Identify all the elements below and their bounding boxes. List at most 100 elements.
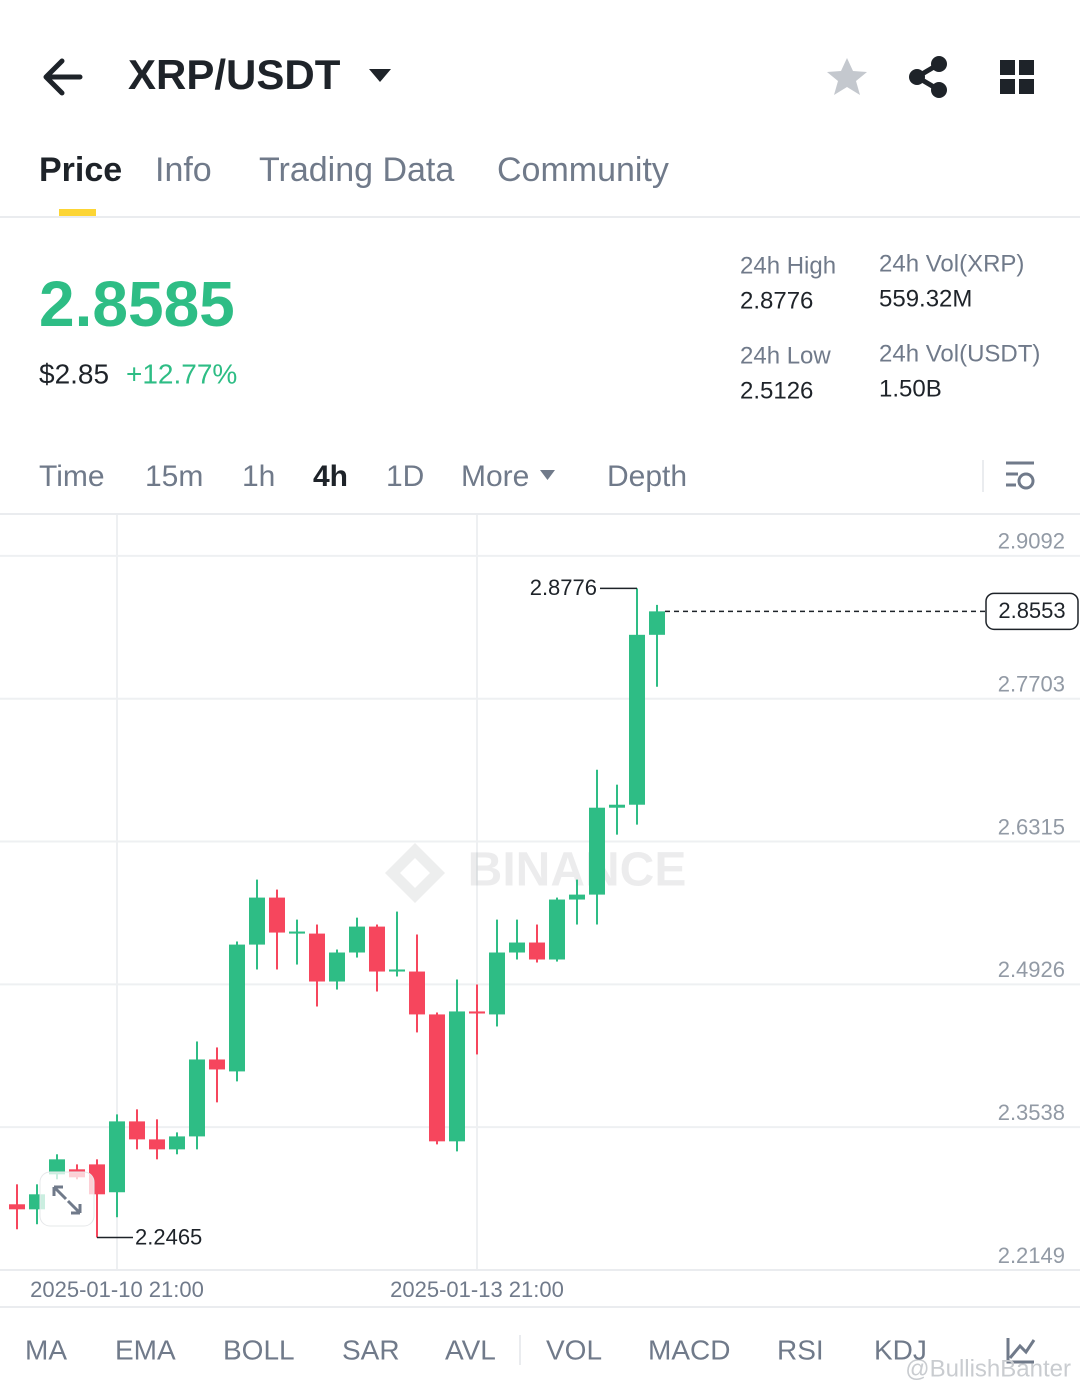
candle-body <box>569 894 585 900</box>
candle-body <box>9 1204 25 1210</box>
indicator-settings-icon[interactable] <box>1006 1338 1036 1364</box>
expand-button[interactable] <box>39 1171 95 1227</box>
candle-body <box>209 1059 225 1070</box>
candle-body <box>329 952 345 982</box>
candle-body <box>389 969 405 972</box>
tab[interactable]: Community <box>497 151 669 189</box>
candle-body <box>169 1136 185 1150</box>
more-caret[interactable] <box>540 470 555 480</box>
candle-body <box>269 897 285 933</box>
candle-body <box>369 926 385 972</box>
x-tick-label: 2025-01-13 21:00 <box>390 1277 564 1302</box>
candle-body <box>449 1011 465 1142</box>
grid-square <box>1000 79 1015 94</box>
pair-caret[interactable] <box>369 69 391 82</box>
candle-body <box>309 933 325 982</box>
candle-body <box>629 634 645 805</box>
tab-indicator <box>59 209 96 216</box>
interval-tab[interactable]: More <box>461 460 529 493</box>
watermark-logo <box>385 843 445 903</box>
share-dot <box>931 82 947 98</box>
stat-value: 1.50B <box>879 375 942 402</box>
tab[interactable]: Price <box>39 151 122 189</box>
indicator-tab[interactable]: MACD <box>648 1334 730 1365</box>
y-tick-label: 2.9092 <box>998 529 1065 554</box>
last-price: 2.8585 <box>39 268 235 340</box>
interval-tab[interactable]: Time <box>39 460 105 493</box>
x-tick-label: 2025-01-10 21:00 <box>30 1277 204 1302</box>
fiat-price: $2.85 <box>39 358 109 389</box>
y-tick-label: 2.2149 <box>998 1243 1065 1268</box>
candle-body <box>289 931 305 934</box>
back-button[interactable] <box>43 58 83 96</box>
candle-body <box>549 899 565 960</box>
candle-body <box>409 971 425 1015</box>
icon-gear <box>1017 472 1035 490</box>
back-icon <box>43 58 83 96</box>
interval-tab[interactable]: 15m <box>145 460 203 493</box>
candle-body <box>49 1159 65 1175</box>
candle-body <box>429 1014 445 1142</box>
logo-shape <box>385 843 445 903</box>
watermark: @BullishBanter <box>905 1355 1071 1382</box>
high-marker-label: 2.8776 <box>530 575 597 600</box>
candle-body <box>529 942 545 960</box>
price-change: +12.77% <box>126 358 237 389</box>
y-tick-label: 2.6315 <box>998 814 1065 839</box>
tab[interactable]: Info <box>155 151 212 189</box>
candle-body <box>149 1139 165 1150</box>
stat-value: 559.32M <box>879 285 972 312</box>
stat-label: 24h Vol(USDT) <box>879 340 1040 367</box>
indicator-tab[interactable]: EMA <box>115 1334 176 1365</box>
candle-body <box>489 952 505 1015</box>
interval-tab[interactable]: 1D <box>386 460 424 493</box>
interval-tab[interactable]: 1h <box>242 460 275 493</box>
tab[interactable]: Trading Data <box>259 151 454 189</box>
indicator-tab[interactable]: SAR <box>342 1334 400 1365</box>
candle-body <box>129 1121 145 1140</box>
chart-settings-icon[interactable] <box>1006 461 1035 490</box>
grid-square <box>1000 60 1015 75</box>
candle-body <box>189 1059 205 1137</box>
stat-label: 24h Vol(XRP) <box>879 250 1024 277</box>
favorite-icon[interactable] <box>827 58 867 95</box>
y-tick-label: 2.7703 <box>998 672 1065 697</box>
indicator-tab[interactable]: BOLL <box>223 1334 295 1365</box>
indicator-tab[interactable]: RSI <box>777 1334 824 1365</box>
share-icon[interactable] <box>909 56 947 98</box>
indicator-tab[interactable]: AVL <box>445 1334 496 1365</box>
share-dot <box>909 69 925 85</box>
y-tick-label: 2.4926 <box>998 957 1065 982</box>
grid-menu-icon[interactable] <box>1000 60 1034 94</box>
stat-value: 2.8776 <box>740 287 813 314</box>
indicator-tab[interactable]: VOL <box>546 1334 602 1365</box>
last-price-label: 2.8553 <box>998 598 1065 623</box>
interval-tab[interactable]: Depth <box>607 460 687 493</box>
expand-icon <box>52 1185 82 1215</box>
pair-title[interactable]: XRP/USDT <box>128 51 341 98</box>
grid-square <box>1019 79 1034 94</box>
candle-body <box>589 807 605 895</box>
grid <box>0 515 1080 1271</box>
candle-body <box>229 944 245 1072</box>
candle-body <box>249 897 265 945</box>
grid-square <box>1019 60 1034 75</box>
candle-body <box>469 1011 485 1014</box>
stat-value: 2.5126 <box>740 377 813 404</box>
candle-body <box>609 804 625 808</box>
stat-label: 24h Low <box>740 342 831 369</box>
last-price-box <box>985 592 1079 631</box>
indicator-tab[interactable]: MA <box>25 1334 67 1365</box>
share-dot <box>931 56 947 72</box>
candle-body <box>649 611 665 635</box>
low-marker-label: 2.2465 <box>135 1224 202 1249</box>
interval-tab[interactable]: 4h <box>313 460 348 493</box>
y-tick-label: 2.3538 <box>998 1100 1065 1125</box>
candle-body <box>349 926 365 953</box>
indicator-tab[interactable]: KDJ <box>874 1334 927 1365</box>
stat-label: 24h High <box>740 252 836 279</box>
candle-body <box>509 942 525 953</box>
